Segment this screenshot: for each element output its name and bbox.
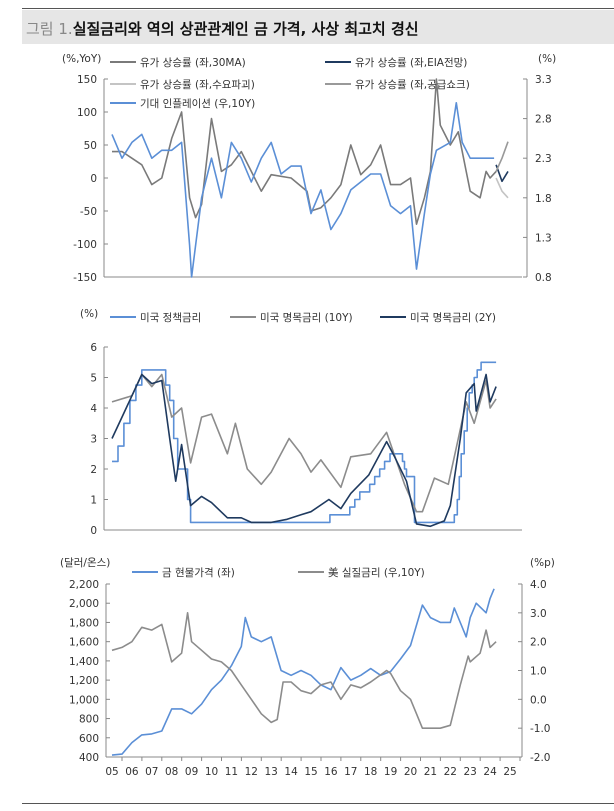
legend-label: 유가 상승률 (좌,공급쇼크) [355,79,470,91]
left-tick-label: 5 [90,373,97,385]
left-tick-label: 6 [90,342,97,354]
right-axis-unit: (%) [538,53,556,65]
x-tick-label: 05 [105,766,118,778]
x-tick-label: 25 [503,766,516,778]
legend-label: 금 현물가격 (좌) [162,566,235,579]
x-tick-label: 13 [265,766,278,778]
right-tick-label: -1.0 [530,723,551,735]
left-tick-label: 1,400 [69,656,99,668]
series-line-4 [495,141,509,172]
series-line-3 [111,373,497,528]
legend-label: 미국 명목금리 (2Y) [410,312,496,324]
right-tick-label: 1.0 [530,666,547,678]
x-tick-label: 09 [185,766,198,778]
left-tick-label: 100 [77,107,97,119]
legend-label: 유가 상승률 (좌,수요파괴) [140,79,255,91]
left-tick-label: 0 [90,173,97,185]
left-tick-label: 400 [79,752,99,764]
chart-1: 150 100 50 0 -50 -100 -150 (%,YoY) 3.3 2.8 2.3 1.8 1… [62,53,556,284]
x-tick-label: 12 [245,766,258,778]
right-tick-label: 1.3 [535,232,552,244]
left-tick-label: 2,200 [69,579,99,591]
bottom-rule [22,803,614,804]
x-tick-label: 06 [125,766,139,778]
left-tick-label: 2,000 [69,598,99,610]
left-axis-unit: (달러/온스) [60,557,110,569]
right-tick-label: 2.0 [530,637,547,649]
x-tick-label: 18 [364,766,377,778]
right-tick-label: 2.8 [535,114,552,126]
left-tick-label: 150 [77,74,97,86]
series-line-1 [111,588,495,756]
left-axis-unit: (%) [80,308,98,320]
x-tick-label: 21 [424,766,437,778]
left-tick-label: 0 [90,525,97,537]
figure-title-text: 실질금리와 역의 상관관계인 금 가격, 사상 최고치 경신 [72,20,419,38]
x-tick-label: 14 [284,766,298,778]
x-tick-label: 11 [225,766,238,778]
right-axis-unit: (%p) [530,557,555,569]
left-tick-label: 50 [84,140,97,152]
x-tick-label: 24 [483,766,497,778]
left-tick-label: 1 [90,495,97,507]
x-tick-label: 20 [404,766,417,778]
x-tick-label: 07 [145,766,158,778]
x-tick-label: 08 [165,766,178,778]
legend-label: 미국 명목금리 (10Y) [260,312,353,324]
x-tick-label: 15 [304,766,317,778]
figure-number: 그림 1. [26,20,73,38]
x-tick-label: 16 [324,766,338,778]
left-axis-unit: (%,YoY) [62,53,101,65]
left-tick-label: -100 [73,239,97,251]
legend-label: 美 실질금리 (우,10Y) [328,566,425,579]
right-tick-label: 2.3 [535,153,552,165]
right-tick-label: 3.3 [535,74,552,86]
legend-label: 기대 인플레이션 (우,10Y) [140,98,255,110]
x-tick-label: 10 [205,766,218,778]
series-line-1 [112,361,497,524]
left-tick-label: 1,600 [69,637,99,649]
left-tick-label: 2 [90,464,97,476]
right-tick-label: 3.0 [530,608,547,620]
chart-3: 2,200 2,000 1,800 1,600 1,400 1,200 1,000 800 60… [60,557,555,778]
top-rule [22,8,614,9]
legend-label: 유가 상승률 (좌,30MA) [140,57,246,69]
left-tick-label: -150 [73,272,97,284]
title-bar: 그림 1.실질금리와 역의 상관관계인 금 가격, 사상 최고치 경신 [22,10,614,44]
figure-title: 그림 1.실질금리와 역의 상관관계인 금 가격, 사상 최고치 경신 [26,18,419,39]
right-tick-label: -2.0 [530,752,551,764]
x-tick-label: 19 [384,766,397,778]
legend-label: 유가 상승률 (좌,EIA전망) [355,57,467,69]
left-tick-label: 1,800 [69,617,99,629]
x-tick-label: 23 [464,766,477,778]
left-tick-label: 1,200 [69,675,99,687]
left-tick-label: 4 [90,403,97,415]
series-line-2 [111,612,497,729]
left-tick-label: 800 [79,714,99,726]
right-tick-label: 1.8 [535,193,552,205]
series-line-1 [112,78,497,225]
left-tick-label: 1,000 [69,694,99,706]
x-tick-label: 17 [344,766,357,778]
series-line-2 [111,373,497,513]
legend-label: 미국 정책금리 [140,312,201,324]
left-tick-label: -50 [80,206,97,218]
right-tick-label: 0.0 [530,694,547,706]
left-tick-label: 3 [90,434,97,446]
series-line-2 [495,164,509,183]
x-tick-label: 22 [444,766,457,778]
chart-2: 6 5 4 3 2 1 0 (%) 미국 정책금리 미국 명목금리 (10Y) 미국 명목금리 (2… [80,308,522,537]
right-tick-label: 4.0 [530,579,547,591]
right-tick-label: 0.8 [535,272,552,284]
series-line-5 [111,102,495,278]
left-tick-label: 600 [79,733,99,745]
series-line-3 [495,177,509,199]
